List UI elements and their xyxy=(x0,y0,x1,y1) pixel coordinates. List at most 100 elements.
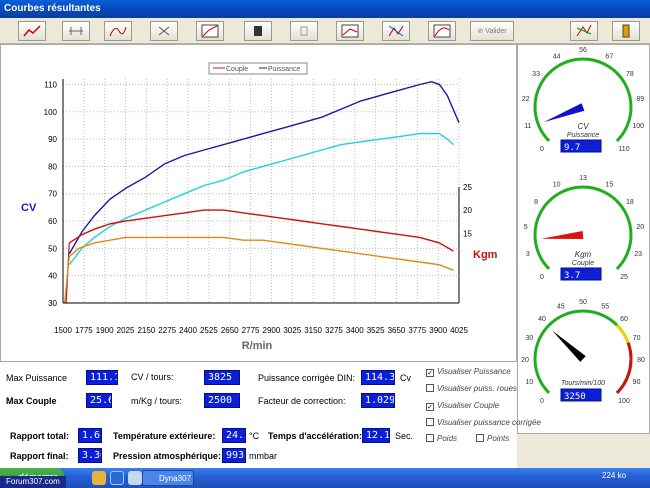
task-dyna307[interactable]: Dyna307 xyxy=(142,470,194,486)
gauge-tick-label: 45 xyxy=(557,303,565,310)
x-tick-label: 2150 xyxy=(137,326,155,335)
gauge-tick-label: 70 xyxy=(633,335,641,342)
x-tick-label: 3650 xyxy=(388,326,406,335)
gauge-subtitle: Tours/min/100 xyxy=(561,380,605,387)
puissance-din-value: 114.3 xyxy=(361,370,395,385)
desktop-icon[interactable] xyxy=(128,471,142,485)
checkbox-points[interactable] xyxy=(476,434,484,442)
puissance-din-label: Puissance corrigée DIN: xyxy=(258,373,356,383)
gauges: 01122334456677889100110CVPuissance9.7035… xyxy=(521,47,645,405)
chart3-icon[interactable] xyxy=(382,21,410,41)
check-visualiser-puissance[interactable]: ✓ Visualiser Puissance xyxy=(426,367,511,377)
checkbox-puissance-corrigee[interactable] xyxy=(426,418,434,426)
gauge-tick-label: 40 xyxy=(538,316,546,323)
graph-icon[interactable] xyxy=(196,21,224,41)
acceleration-value: 12.1 xyxy=(362,428,390,443)
gauge-value-box xyxy=(560,267,602,281)
results-panel: Max Puissance 111.1 CV / tours: 3825 Pui… xyxy=(0,362,541,468)
x-tick-label: 3400 xyxy=(346,326,364,335)
rapport-total-value: 1.61 xyxy=(78,428,102,443)
x-tick-label: 3775 xyxy=(408,326,426,335)
check-poids[interactable]: Poids xyxy=(426,434,457,443)
check-visualiser-puissance-corrigee[interactable]: Visualiser puissance corrigée xyxy=(426,418,541,427)
gauge-needle xyxy=(543,103,585,123)
gauge-value-box xyxy=(560,139,602,153)
measure-icon[interactable] xyxy=(62,21,90,41)
check-visualiser-puiss-roues[interactable]: Visualiser puiss. roues xyxy=(426,384,517,393)
gauge-tick-label: 50 xyxy=(579,299,587,306)
chart4-icon[interactable] xyxy=(428,21,456,41)
gauge-tick-label: 100 xyxy=(632,123,644,130)
acceleration-label: Temps d'accélération: xyxy=(268,431,363,441)
window-title: Courbes résultantes xyxy=(4,3,101,14)
y-left-tick-label: 40 xyxy=(48,272,57,281)
gauge-tick-label: 10 xyxy=(553,181,561,188)
checkbox-couple[interactable]: ✓ xyxy=(426,403,434,411)
facteur-value: 1.029 xyxy=(361,393,395,408)
x-tick-label: 2775 xyxy=(242,326,260,335)
gauge-subtitle: Couple xyxy=(572,260,594,267)
y-left-tick-label: 90 xyxy=(48,135,57,144)
series-line-3 xyxy=(68,236,454,271)
gauge-value-box xyxy=(560,388,602,402)
x-tick-label: 3150 xyxy=(304,326,322,335)
curve-icon[interactable] xyxy=(104,21,132,41)
gauge-2: 0 10 20 30 40 45 50 55 60 70 80 90 100 Tours/min/100 3… xyxy=(521,299,645,405)
rapport-final-value: 3.30 xyxy=(78,448,102,463)
checkbox-puiss-roues[interactable] xyxy=(426,384,434,392)
exit-icon[interactable] xyxy=(612,21,640,41)
gauge-tick-label: 56 xyxy=(579,47,587,54)
gauge-needle xyxy=(552,330,586,362)
gauge-unit: CV xyxy=(577,122,589,131)
gauge-subtitle: Puissance xyxy=(567,132,599,139)
series-line-0 xyxy=(68,80,460,255)
rapport-total-label: Rapport total: xyxy=(10,431,69,441)
y-left-axis-label: CV xyxy=(21,202,37,214)
x-tick-label: 3275 xyxy=(325,326,343,335)
gauge-tick-label: 55 xyxy=(601,303,609,310)
gauge-tick-label: 10 xyxy=(526,379,534,386)
browser-icon[interactable] xyxy=(110,471,124,485)
check-visualiser-couple[interactable]: ✓ Visualiser Couple xyxy=(426,401,500,411)
y-right-tick-label: 20 xyxy=(463,206,472,215)
chart2-icon[interactable] xyxy=(336,21,364,41)
checkbox-puissance[interactable]: ✓ xyxy=(426,369,434,377)
gauge-tick-label: 110 xyxy=(618,146,629,153)
chart-curves xyxy=(63,80,460,304)
folder-icon[interactable] xyxy=(92,471,106,485)
gauge-arc xyxy=(533,57,633,142)
blank-icon[interactable] xyxy=(290,21,318,41)
tray-size: 224 ko xyxy=(602,471,627,480)
valider-button[interactable]: ⊘ Valider xyxy=(470,21,514,41)
gauge-value: 3250 xyxy=(564,392,586,402)
x-tick-label: 1900 xyxy=(96,326,114,335)
gauge-tick-label: 60 xyxy=(620,316,628,323)
print-icon[interactable] xyxy=(244,21,272,41)
max-puissance-value: 111.1 xyxy=(86,370,118,385)
legend-couple: Couple xyxy=(226,66,248,73)
x-tick-label: 2025 xyxy=(117,326,135,335)
forum-watermark: Forum307.com xyxy=(0,476,66,488)
gauge-tick-label: 0 xyxy=(540,274,544,281)
pression-label: Pression atmosphérique: xyxy=(113,451,222,461)
gauge-tick-label: 30 xyxy=(526,335,534,342)
mkg-tours-value: 2500 xyxy=(204,393,240,408)
x-tick-label: 2650 xyxy=(221,326,239,335)
check-points[interactable]: Points xyxy=(476,434,509,443)
chart-icon[interactable] xyxy=(18,21,46,41)
y-right-axis-label: Kgm xyxy=(473,249,498,261)
y-left-tick-label: 110 xyxy=(44,80,57,89)
gauge-tick-label: 44 xyxy=(553,53,561,60)
max-couple-label: Max Couple xyxy=(6,396,57,406)
x-tick-label: 1500 xyxy=(54,326,72,335)
gauge-tick-label: 25 xyxy=(620,274,628,281)
cv-tours-label: CV / tours: xyxy=(131,372,174,382)
tools-icon[interactable] xyxy=(150,21,178,41)
chart5-icon[interactable] xyxy=(570,21,598,41)
puissance-din-unit: Cv xyxy=(400,373,411,383)
x-tick-label: 1775 xyxy=(75,326,93,335)
checkbox-poids[interactable] xyxy=(426,434,434,442)
x-tick-label: 3900 xyxy=(429,326,447,335)
